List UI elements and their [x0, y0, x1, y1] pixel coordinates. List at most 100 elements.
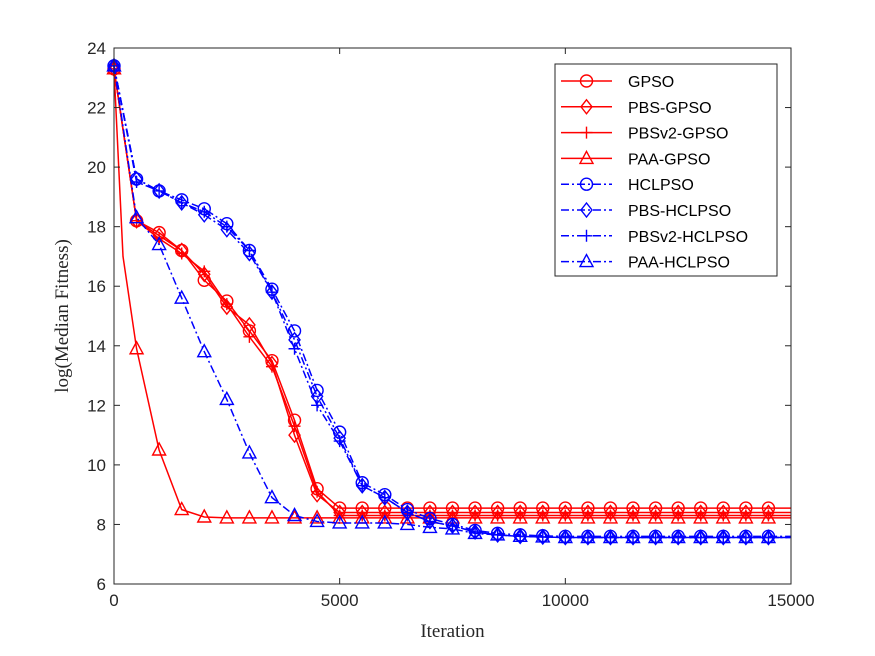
x-tick-label: 10000	[542, 591, 589, 610]
series-point	[354, 514, 370, 529]
series-point	[264, 509, 280, 524]
series-point	[399, 509, 416, 524]
y-tick-label: 8	[97, 515, 106, 534]
series-point	[489, 526, 506, 541]
series-point	[491, 526, 505, 543]
series-point	[671, 529, 685, 546]
series-point	[512, 509, 528, 524]
y-tick-label: 10	[87, 456, 106, 475]
legend-marker	[578, 253, 595, 268]
legend-label: PBS-HCLPSO	[628, 203, 731, 220]
series-point	[536, 528, 550, 546]
legend-label: PBSv2-HCLPSO	[628, 229, 748, 246]
series-line	[113, 65, 791, 539]
series-point	[128, 209, 145, 224]
series-point	[265, 286, 278, 299]
legend-label: PBS-GPSO	[628, 100, 712, 117]
series-point	[512, 527, 528, 543]
series-point	[311, 485, 324, 498]
series-point	[265, 360, 278, 373]
y-tick-label: 18	[87, 218, 106, 237]
series-point	[693, 529, 709, 544]
series-point	[738, 509, 754, 524]
legend-marker	[579, 177, 594, 191]
series-point	[355, 477, 369, 494]
series-point	[264, 489, 280, 504]
series-point	[377, 509, 393, 524]
series-point	[286, 507, 303, 522]
legend-label: PAA-GPSO	[628, 151, 710, 168]
series-point	[558, 529, 572, 546]
series-point	[760, 509, 777, 524]
legend-label: HCLPSO	[628, 177, 694, 194]
legend-marker	[580, 229, 593, 242]
series-point	[422, 518, 438, 534]
x-tick-label: 5000	[321, 591, 359, 610]
y-tick-label: 16	[87, 277, 106, 296]
series-point	[693, 509, 709, 524]
series-point	[467, 509, 483, 524]
series-point	[243, 330, 256, 343]
series-point	[738, 529, 754, 544]
series-point	[739, 529, 753, 546]
x-tick-label: 0	[109, 591, 118, 610]
series-point	[444, 520, 461, 535]
series-point	[580, 509, 596, 524]
ticks-layer: 0 5000 10000 15000 6 8 10 12 14 16 18 20 22 24	[87, 39, 815, 610]
series-point	[378, 491, 391, 504]
series-point	[557, 509, 574, 524]
series-point	[581, 529, 595, 546]
legend-label: GPSO	[628, 74, 674, 91]
series-point	[580, 529, 596, 544]
series-point	[151, 441, 167, 456]
legend-marker	[580, 98, 593, 115]
series-point	[311, 399, 324, 412]
y-tick-label: 24	[87, 39, 106, 58]
y-tick-label: 22	[87, 99, 106, 118]
series-point	[331, 514, 348, 529]
legend-marker	[580, 201, 593, 219]
series-point	[175, 247, 188, 260]
y-tick-label: 14	[87, 337, 106, 356]
series-point	[626, 529, 640, 546]
series-point	[130, 214, 143, 227]
legend-box	[554, 63, 778, 277]
series-point	[423, 513, 437, 530]
series-point	[128, 340, 145, 355]
series-point	[196, 343, 212, 358]
series-point	[219, 390, 235, 406]
series-point	[288, 342, 301, 355]
series-point	[647, 529, 664, 544]
series-point	[333, 435, 346, 448]
series-point	[198, 205, 211, 218]
series-point	[198, 265, 211, 278]
legend: GPSO PBS-GPSO PBSv2-GPSO PAA-GPSO HCLPSO PBS-…	[554, 63, 778, 277]
y-axis-title: log(Median Fitness)	[52, 239, 73, 393]
legend-marker	[580, 126, 593, 139]
legend-label: PAA-HCLPSO	[628, 255, 730, 272]
series-layer	[106, 57, 791, 546]
legend-label: PBSv2-GPSO	[628, 126, 728, 143]
y-tick-label: 6	[97, 575, 106, 594]
series-point	[288, 426, 301, 444]
series-point	[535, 528, 551, 543]
series-point	[265, 284, 279, 301]
series-point	[243, 244, 256, 257]
series-point	[174, 289, 190, 304]
series-point	[356, 479, 369, 492]
series-point	[241, 444, 258, 459]
series-point	[715, 509, 731, 524]
series-point	[446, 517, 459, 535]
legend-marker	[578, 149, 595, 165]
series-point	[649, 529, 662, 546]
series-point	[175, 196, 188, 209]
series-point	[625, 529, 641, 544]
series-point	[220, 298, 233, 311]
series-point	[220, 220, 233, 233]
series-point	[309, 509, 325, 524]
series-point	[399, 515, 416, 531]
series-point	[152, 182, 166, 200]
x-axis-title: Iteration	[420, 621, 485, 642]
series-point	[130, 176, 143, 188]
